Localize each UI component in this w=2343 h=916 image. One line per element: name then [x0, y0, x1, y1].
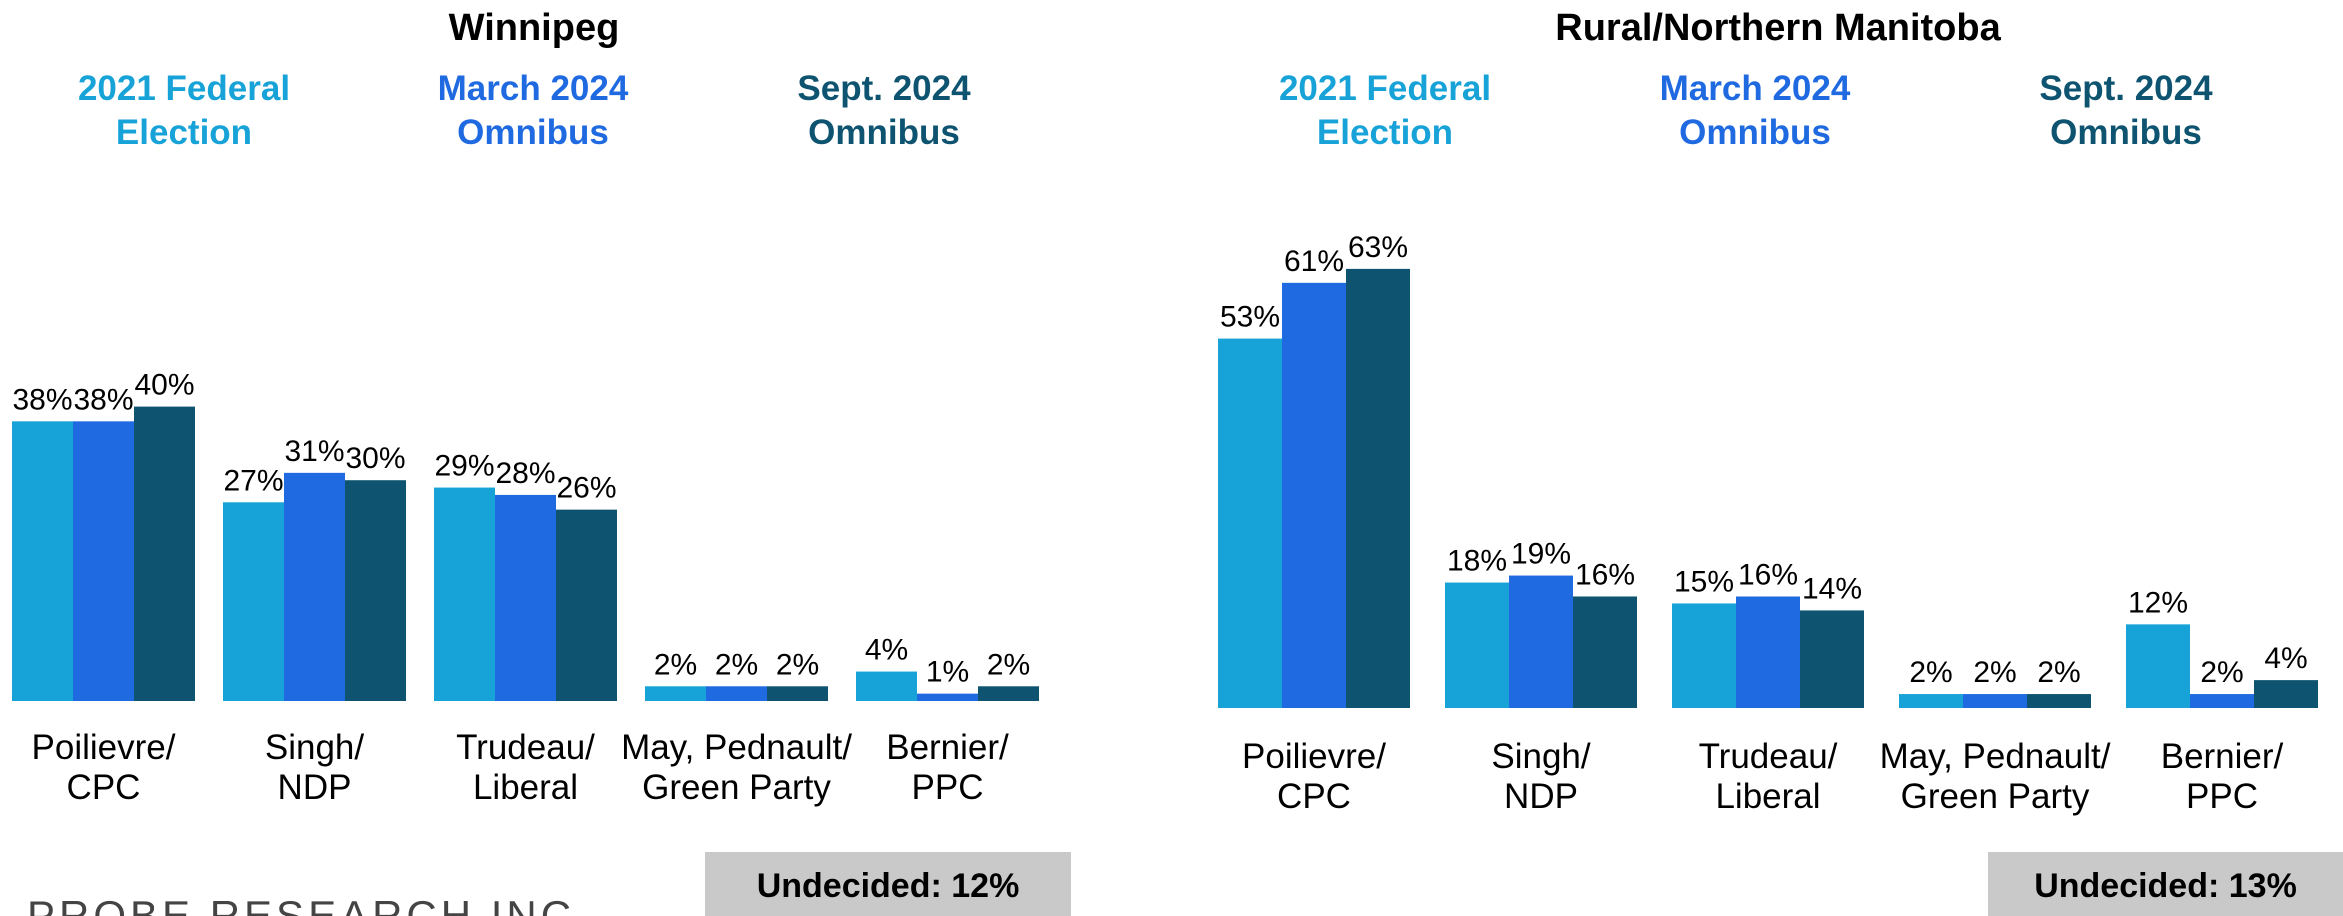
bar [645, 686, 706, 701]
data-label: 30% [345, 442, 405, 475]
category-label: Poilievre/CPC [32, 728, 176, 807]
bar [1509, 575, 1573, 708]
data-label: 61% [1284, 245, 1344, 278]
data-label: 2% [776, 648, 819, 681]
bar [2027, 694, 2091, 708]
bar [1800, 610, 1864, 708]
data-label: 38% [12, 383, 72, 416]
data-label: 2% [987, 648, 1030, 681]
data-label: 2% [1909, 656, 1952, 689]
bar [1963, 694, 2027, 708]
data-label: 27% [223, 464, 283, 497]
bar [767, 686, 828, 701]
bar [556, 509, 617, 701]
data-label: 63% [1348, 231, 1408, 264]
bar [856, 671, 917, 701]
data-label: 53% [1220, 301, 1280, 334]
category-label: Bernier/PPC [2161, 737, 2284, 816]
bar [1672, 603, 1736, 708]
annotation: Undecided: 13% [2034, 867, 2297, 905]
category-label: Bernier/PPC [886, 728, 1009, 807]
bar [2126, 624, 2190, 708]
legend-entry: 2021 Federal Election [78, 69, 290, 152]
data-label: 14% [1802, 572, 1862, 605]
category-label: Singh/NDP [265, 728, 365, 807]
bar [12, 421, 73, 701]
data-label: 1% [926, 656, 969, 689]
data-label: 19% [1511, 538, 1571, 571]
bar [223, 502, 284, 701]
bar [1736, 596, 1800, 708]
category-label: Poilievre/CPC [1242, 737, 1386, 816]
category-label: May, Pednault/Green Party [621, 728, 852, 807]
chart-title: Winnipeg [449, 7, 620, 49]
bar [495, 494, 556, 701]
bar [73, 421, 134, 701]
bar [1573, 596, 1637, 708]
data-label: 18% [1447, 545, 1507, 578]
data-label: 2% [715, 648, 758, 681]
category-label: Trudeau/Liberal [456, 728, 595, 807]
data-label: 40% [134, 369, 194, 402]
data-label: 26% [556, 472, 616, 505]
bar [1282, 282, 1346, 708]
data-label: 12% [2128, 586, 2188, 619]
data-label: 2% [1973, 656, 2016, 689]
category-label: Trudeau/Liberal [1699, 737, 1838, 816]
annotation: Undecided: 12% [757, 867, 1020, 905]
annotation-box [1988, 852, 2343, 916]
data-label: 38% [73, 383, 133, 416]
annotation-box [705, 852, 1071, 916]
data-label: 28% [495, 457, 555, 490]
legend-entry: March 2024 Omnibus [438, 69, 629, 152]
legend-entry: 2021 Federal Election [1279, 69, 1491, 152]
data-label: 15% [1674, 565, 1734, 598]
category-label: Singh/NDP [1491, 737, 1591, 816]
bar [978, 686, 1039, 701]
bar [706, 686, 767, 701]
data-label: 2% [2037, 656, 2080, 689]
bar [1346, 268, 1410, 708]
data-label: 31% [284, 435, 344, 468]
data-label: 4% [865, 634, 908, 667]
legend-entry: March 2024 Omnibus [1660, 69, 1851, 152]
bar [2254, 680, 2318, 708]
category-label: May, Pednault/Green Party [1880, 737, 2111, 816]
legend-entry: Sept. 2024 Omnibus [2039, 69, 2213, 152]
bar [345, 480, 406, 701]
bar [1445, 582, 1509, 708]
data-label: 16% [1738, 558, 1798, 591]
data-label: 4% [2264, 642, 2307, 675]
chart-title: Rural/Northern Manitoba [1555, 7, 2001, 49]
data-label: 2% [654, 648, 697, 681]
bar [284, 472, 345, 701]
bar [134, 406, 195, 701]
data-label: 16% [1575, 558, 1635, 591]
footer: PROBE RESEARCH INC. [27, 892, 591, 916]
bar [1899, 694, 1963, 708]
bar [917, 693, 978, 701]
legend-entry: Sept. 2024 Omnibus [797, 69, 971, 152]
bar [434, 487, 495, 701]
bar [2190, 694, 2254, 708]
data-label: 2% [2200, 656, 2243, 689]
data-label: 29% [434, 450, 494, 483]
bar [1218, 338, 1282, 708]
